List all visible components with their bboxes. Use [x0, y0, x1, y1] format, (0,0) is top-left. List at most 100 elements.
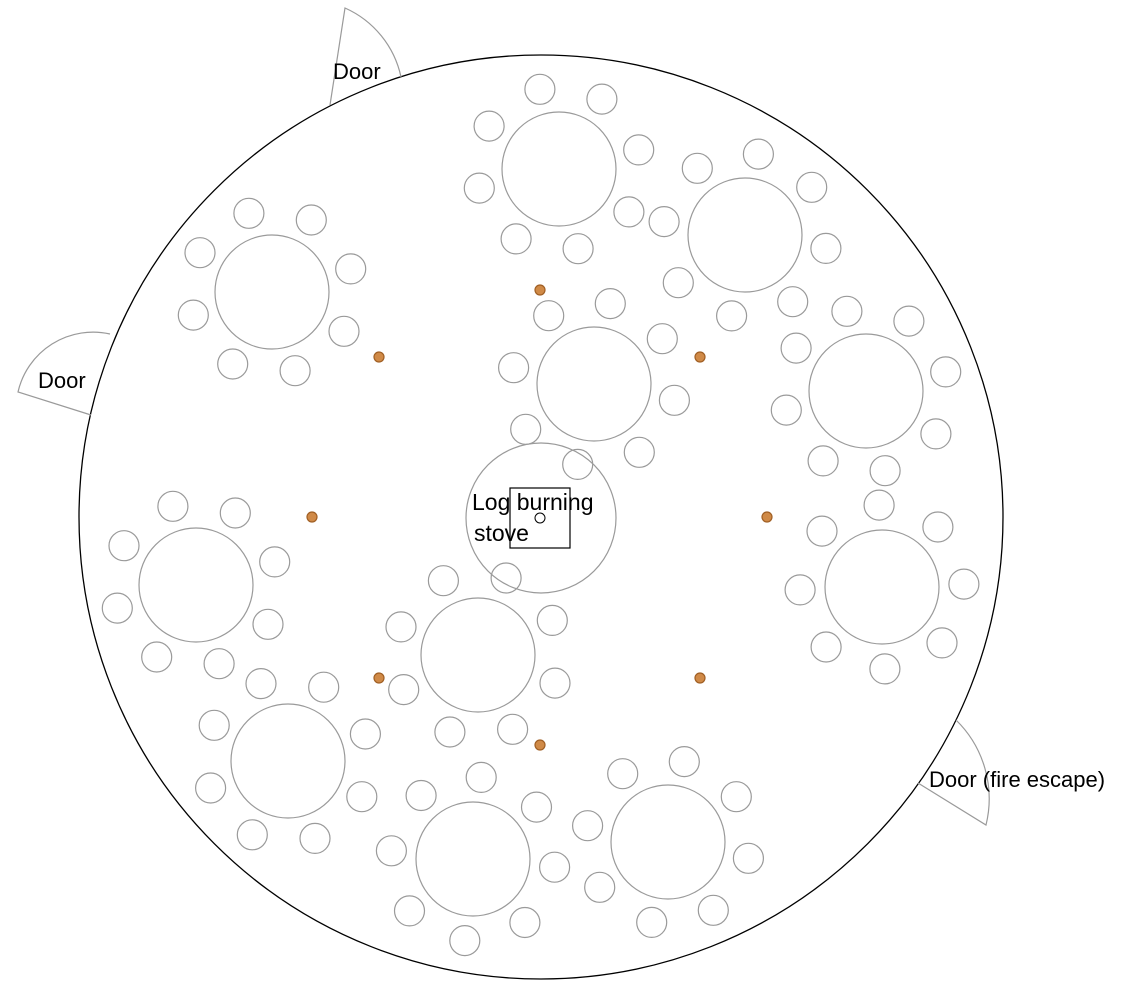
door-label: Door	[38, 368, 86, 393]
round-table-icon	[687, 177, 803, 293]
stove-surround	[465, 442, 617, 594]
chair-icon	[393, 895, 426, 927]
chair-icon	[863, 489, 895, 521]
chair-icon	[388, 673, 420, 706]
chair-icon	[252, 608, 284, 640]
chair-icon	[784, 574, 816, 606]
chair-icon	[869, 653, 901, 685]
chair-icon	[198, 709, 230, 741]
pillar-icon	[373, 672, 385, 684]
chair-icon	[497, 352, 530, 384]
chair-icon	[607, 758, 639, 790]
door-top: Door	[329, 7, 402, 106]
pillar-icon	[761, 511, 773, 523]
round-table-icon	[610, 784, 726, 900]
chair-icon	[524, 73, 556, 105]
chair-icon	[538, 851, 571, 883]
pillars	[306, 284, 773, 751]
table-group	[375, 761, 571, 957]
chair-icon	[780, 332, 812, 364]
round-table-icon	[420, 597, 536, 713]
chair-icon	[108, 530, 140, 562]
chair-icon	[668, 745, 700, 778]
table-group	[195, 667, 381, 855]
chair-icon	[449, 924, 481, 957]
round-table-icon	[230, 703, 346, 819]
chair-icon	[594, 288, 626, 320]
chair-icon	[697, 894, 729, 926]
chair-icon	[920, 418, 952, 450]
round-table-icon	[824, 529, 940, 645]
round-table-icon	[138, 527, 254, 643]
chair-icon	[539, 667, 571, 699]
chair-icon	[496, 713, 529, 745]
round-table-icon	[501, 111, 617, 227]
chair-icon	[536, 604, 568, 637]
chair-icon	[279, 355, 311, 387]
chair-icon	[434, 716, 466, 748]
room-wall	[78, 54, 1004, 980]
chair-icon	[101, 592, 133, 624]
chair-icon	[658, 384, 691, 416]
chair-icon	[807, 445, 839, 477]
chair-icon	[520, 791, 553, 823]
table-group	[770, 295, 962, 487]
chair-icon	[500, 223, 532, 255]
chair-icon	[623, 134, 655, 166]
stove-icon	[509, 487, 571, 549]
pillar-icon	[534, 739, 546, 751]
chair-icon	[571, 810, 604, 842]
chair-icon	[922, 511, 954, 543]
table-group	[784, 489, 980, 685]
flue-icon	[534, 512, 546, 524]
round-table-icon	[415, 801, 531, 917]
pillar-icon	[306, 511, 318, 523]
door-swing-icon	[17, 331, 111, 416]
chair-icon	[948, 568, 980, 600]
chair-icon	[646, 323, 678, 355]
chair-icon	[349, 718, 381, 750]
chair-icon	[662, 267, 694, 299]
chair-icon	[742, 138, 775, 170]
chair-icon	[810, 631, 842, 663]
door-label: Door	[333, 59, 381, 84]
chair-icon	[806, 515, 838, 547]
chair-icon	[831, 295, 863, 327]
chair-icon	[177, 299, 209, 331]
chair-icon	[648, 206, 680, 238]
door-swing-icon	[917, 719, 990, 826]
chair-icon	[584, 871, 616, 903]
chair-icon	[335, 253, 367, 285]
chair-icon	[732, 842, 765, 874]
chair-icon	[636, 906, 668, 939]
chair-icon	[623, 436, 655, 468]
chair-icon	[346, 781, 378, 813]
table-group	[101, 490, 291, 680]
chair-icon	[375, 835, 407, 867]
door-swing-icon	[329, 7, 402, 106]
chair-icon	[473, 110, 505, 142]
table-group	[648, 138, 842, 332]
pillar-icon	[694, 672, 706, 684]
chair-icon	[796, 171, 828, 203]
door-label: Door (fire escape)	[929, 767, 1105, 792]
chair-icon	[770, 394, 802, 426]
chair-icon	[385, 611, 417, 643]
chair-icon	[810, 232, 842, 264]
chair-icon	[295, 204, 327, 236]
chair-icon	[427, 565, 459, 597]
table-group	[177, 197, 367, 387]
chair-icon	[869, 455, 901, 487]
chair-icon	[681, 152, 713, 184]
chair-icon	[465, 761, 497, 794]
chair-icon	[217, 348, 249, 380]
stove-label-line1: Log burning	[472, 489, 594, 515]
chair-icon	[720, 781, 752, 813]
chair-icon	[893, 305, 925, 337]
chair-icon	[308, 671, 340, 703]
chair-icon	[930, 356, 962, 388]
chair-icon	[233, 197, 265, 229]
round-table-icon	[536, 326, 652, 442]
chair-icon	[328, 315, 360, 347]
